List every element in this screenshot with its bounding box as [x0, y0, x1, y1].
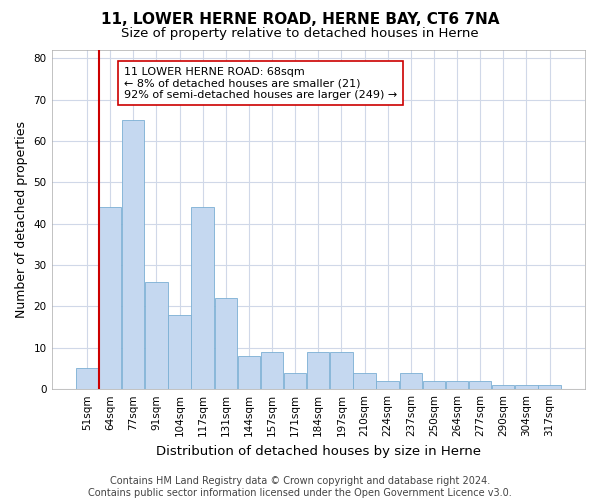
Bar [353, 372, 376, 389]
Y-axis label: Number of detached properties: Number of detached properties [15, 121, 28, 318]
Bar [469, 381, 491, 389]
Bar [145, 282, 167, 389]
Bar [99, 207, 121, 389]
Bar [261, 352, 283, 389]
Bar [284, 372, 307, 389]
Text: 11 LOWER HERNE ROAD: 68sqm
← 8% of detached houses are smaller (21)
92% of semi-: 11 LOWER HERNE ROAD: 68sqm ← 8% of detac… [124, 66, 397, 100]
Bar [191, 207, 214, 389]
Bar [168, 314, 191, 389]
Bar [400, 372, 422, 389]
Bar [515, 385, 538, 389]
Bar [76, 368, 98, 389]
Text: Contains HM Land Registry data © Crown copyright and database right 2024.
Contai: Contains HM Land Registry data © Crown c… [88, 476, 512, 498]
X-axis label: Distribution of detached houses by size in Herne: Distribution of detached houses by size … [156, 444, 481, 458]
Bar [238, 356, 260, 389]
Text: Size of property relative to detached houses in Herne: Size of property relative to detached ho… [121, 28, 479, 40]
Bar [215, 298, 237, 389]
Bar [330, 352, 353, 389]
Bar [422, 381, 445, 389]
Bar [446, 381, 468, 389]
Text: 11, LOWER HERNE ROAD, HERNE BAY, CT6 7NA: 11, LOWER HERNE ROAD, HERNE BAY, CT6 7NA [101, 12, 499, 28]
Bar [538, 385, 561, 389]
Bar [122, 120, 145, 389]
Bar [376, 381, 399, 389]
Bar [307, 352, 329, 389]
Bar [492, 385, 514, 389]
